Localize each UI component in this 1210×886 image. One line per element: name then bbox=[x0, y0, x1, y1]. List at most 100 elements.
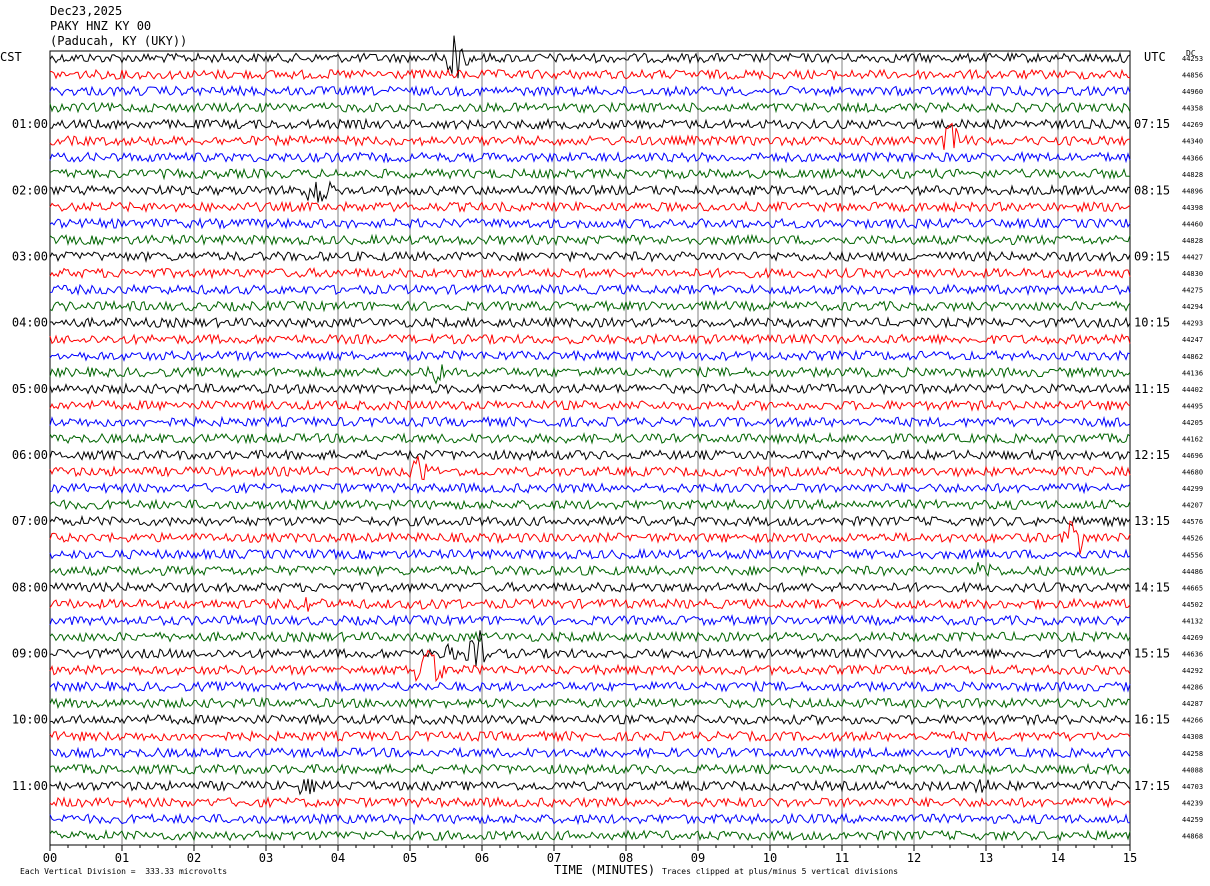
left-hour-label: 03:00 bbox=[12, 250, 48, 264]
dc-offset-label: 44576 bbox=[1182, 518, 1203, 526]
seismic-trace bbox=[49, 283, 1131, 297]
right-zone-label: UTC bbox=[1144, 50, 1166, 64]
dc-offset-label: 44495 bbox=[1182, 402, 1203, 410]
seismic-trace bbox=[49, 122, 1131, 150]
right-hour-label: 15:15 bbox=[1134, 647, 1170, 661]
dc-offset-label: 44340 bbox=[1182, 138, 1203, 146]
dc-offset-label: 44162 bbox=[1182, 435, 1203, 443]
seismic-trace bbox=[49, 520, 1131, 555]
left-zone-label: CST bbox=[0, 50, 22, 64]
seismic-trace bbox=[49, 68, 1131, 81]
seismic-trace bbox=[49, 562, 1131, 578]
seismic-trace bbox=[49, 180, 1131, 203]
dc-offset-label: 44868 bbox=[1182, 832, 1203, 840]
x-tick-label: 11 bbox=[835, 851, 849, 865]
left-hour-label: 02:00 bbox=[12, 183, 48, 197]
dc-offset-label: 44398 bbox=[1182, 204, 1203, 212]
dc-offset-label: 44856 bbox=[1182, 72, 1203, 80]
right-hour-label: 07:15 bbox=[1134, 117, 1170, 131]
dc-offset-label: 44247 bbox=[1182, 336, 1203, 344]
dc-offset-label: 44862 bbox=[1182, 353, 1203, 361]
dc-offset-label: 44259 bbox=[1182, 816, 1203, 824]
x-tick-label: 00 bbox=[43, 851, 57, 865]
left-hour-label: 10:00 bbox=[12, 713, 48, 727]
seismic-trace bbox=[49, 382, 1131, 396]
dc-offset-label: 44308 bbox=[1182, 733, 1203, 741]
dc-offset-label: 44292 bbox=[1182, 667, 1203, 675]
seismic-trace bbox=[49, 101, 1131, 114]
dc-offset-label: 44294 bbox=[1182, 303, 1203, 311]
seismic-trace bbox=[49, 829, 1131, 842]
seismic-trace bbox=[49, 649, 1131, 683]
seismic-trace bbox=[49, 316, 1131, 329]
x-tick-label: 14 bbox=[1051, 851, 1065, 865]
seismic-trace bbox=[49, 266, 1131, 280]
dc-offset-label: 44293 bbox=[1182, 320, 1203, 328]
seismic-trace bbox=[49, 796, 1131, 809]
dc-offset-label: 44960 bbox=[1182, 88, 1203, 96]
x-tick-label: 05 bbox=[403, 851, 417, 865]
dc-offset-label: 44665 bbox=[1182, 584, 1203, 592]
left-hour-label: 08:00 bbox=[12, 580, 48, 594]
dc-offset-label: 44402 bbox=[1182, 386, 1203, 394]
station-label: PAKY HNZ KY 00 bbox=[50, 19, 152, 33]
dc-label: DC bbox=[1186, 49, 1196, 58]
seismic-trace bbox=[49, 217, 1131, 230]
dc-offset-label: 44358 bbox=[1182, 105, 1203, 113]
seismic-trace bbox=[49, 729, 1131, 743]
left-hour-label: 11:00 bbox=[12, 779, 48, 793]
seismic-trace bbox=[49, 250, 1131, 263]
seismic-trace bbox=[49, 746, 1131, 760]
dc-offset-label: 44427 bbox=[1182, 254, 1203, 262]
x-tick-label: 10 bbox=[763, 851, 777, 865]
dc-offset-label: 44287 bbox=[1182, 700, 1203, 708]
x-tick-label: 03 bbox=[259, 851, 273, 865]
x-tick-label: 04 bbox=[331, 851, 345, 865]
right-hour-label: 14:15 bbox=[1134, 580, 1170, 594]
seismic-trace bbox=[49, 233, 1131, 247]
dc-offset-label: 44696 bbox=[1182, 452, 1203, 460]
dc-offset-label: 44828 bbox=[1182, 171, 1203, 179]
seismic-trace bbox=[49, 299, 1131, 313]
x-tick-label: 13 bbox=[979, 851, 993, 865]
dc-offset-label: 44269 bbox=[1182, 121, 1203, 129]
seismic-trace bbox=[49, 364, 1131, 385]
seismic-trace bbox=[49, 696, 1131, 710]
dc-offset-label: 44830 bbox=[1182, 270, 1203, 278]
seismic-trace bbox=[49, 713, 1131, 727]
seismic-trace bbox=[49, 167, 1131, 181]
right-hour-label: 09:15 bbox=[1134, 250, 1170, 264]
seismic-trace bbox=[49, 349, 1131, 362]
seismic-trace bbox=[49, 35, 1131, 79]
dc-offset-label: 44556 bbox=[1182, 551, 1203, 559]
seismic-trace bbox=[49, 456, 1131, 481]
dc-offset-label: 44636 bbox=[1182, 651, 1203, 659]
dc-offset-label: 44205 bbox=[1182, 419, 1203, 427]
dc-offset-label: 44680 bbox=[1182, 469, 1203, 477]
seismic-trace bbox=[49, 415, 1131, 429]
left-hour-label: 09:00 bbox=[12, 647, 48, 661]
x-tick-label: 02 bbox=[187, 851, 201, 865]
location-label: (Paducah, KY (UKY)) bbox=[50, 34, 188, 48]
left-hour-label: 05:00 bbox=[12, 382, 48, 396]
dc-offset-label: 44828 bbox=[1182, 237, 1203, 245]
clip-note: Traces clipped at plus/minus 5 vertical … bbox=[662, 867, 899, 876]
seismic-trace bbox=[49, 547, 1131, 561]
seismic-trace bbox=[49, 613, 1131, 627]
seismic-trace bbox=[49, 498, 1131, 511]
seismic-trace bbox=[49, 84, 1131, 98]
dc-offset-label: 44526 bbox=[1182, 535, 1203, 543]
right-hour-label: 17:15 bbox=[1134, 779, 1170, 793]
dc-offset-label: 44253 bbox=[1182, 55, 1203, 63]
dc-offset-label: 44299 bbox=[1182, 485, 1203, 493]
seismic-trace bbox=[49, 630, 1131, 644]
seismic-trace bbox=[49, 778, 1131, 796]
dc-offset-label: 44366 bbox=[1182, 154, 1203, 162]
seismic-trace bbox=[49, 581, 1131, 594]
seismic-trace bbox=[49, 762, 1131, 776]
left-hour-label: 01:00 bbox=[12, 117, 48, 131]
dc-offset-label: 44136 bbox=[1182, 369, 1203, 377]
seismic-trace bbox=[49, 514, 1131, 528]
seismic-trace bbox=[49, 332, 1131, 346]
scale-note: Each Vertical Division = 333.33 microvol… bbox=[20, 867, 228, 876]
